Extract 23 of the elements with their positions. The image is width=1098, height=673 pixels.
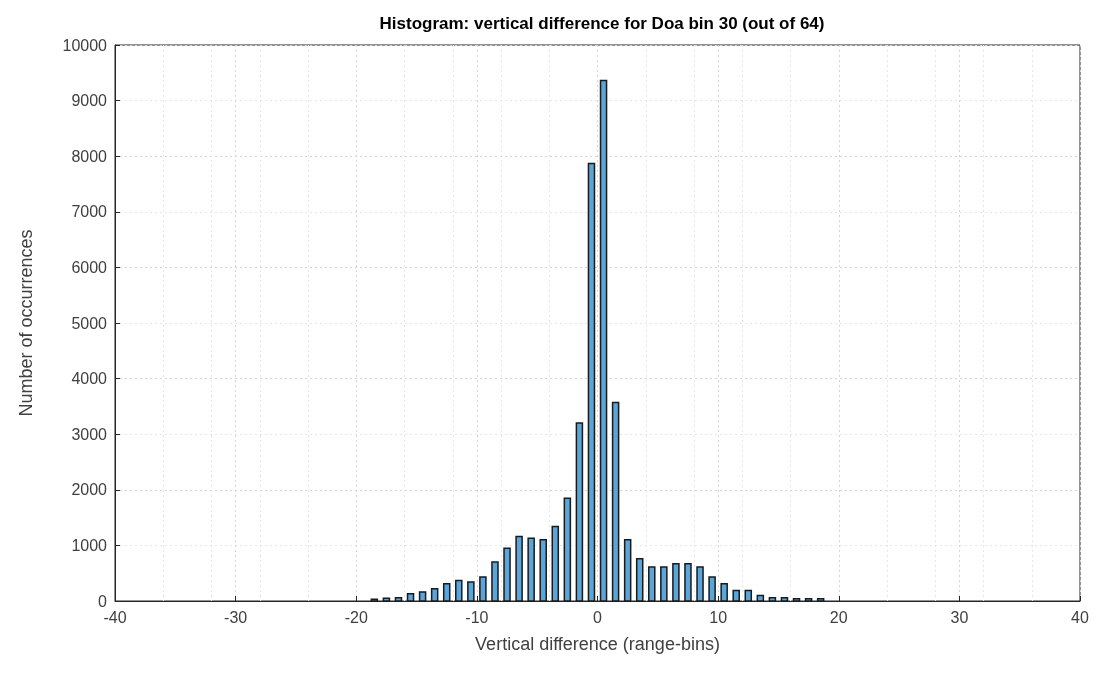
y-tick-label: 1000 [71,536,108,554]
x-tick-label: -10 [465,608,489,626]
y-tick-label: 5000 [71,314,108,332]
y-tick-label: 10000 [62,36,108,54]
x-tick-label: 40 [1071,608,1089,626]
x-tick-label: -30 [224,608,248,626]
y-axis-title: Number of occurrences [16,229,36,417]
x-tick-label: 20 [829,608,848,626]
y-tick-label: 6000 [71,258,108,276]
y-tick-label: 2000 [71,481,108,499]
x-tick-label: -40 [103,608,127,626]
y-tick-label: 8000 [71,147,108,165]
x-tick-label: 0 [593,608,603,626]
x-tick-label: 10 [709,608,728,626]
x-tick-label: 30 [950,608,969,626]
chart-title: Histogram: vertical difference for Doa bin 30 (out of 64) [379,14,825,33]
y-tick-label: 4000 [71,370,108,388]
y-tick-label: 0 [98,592,108,610]
y-tick-label: 3000 [71,425,108,443]
y-tick-label: 7000 [71,203,108,221]
x-axis-title: Vertical difference (range-bins) [475,634,720,654]
y-tick-label: 9000 [71,92,108,110]
x-tick-label: -20 [344,608,368,626]
